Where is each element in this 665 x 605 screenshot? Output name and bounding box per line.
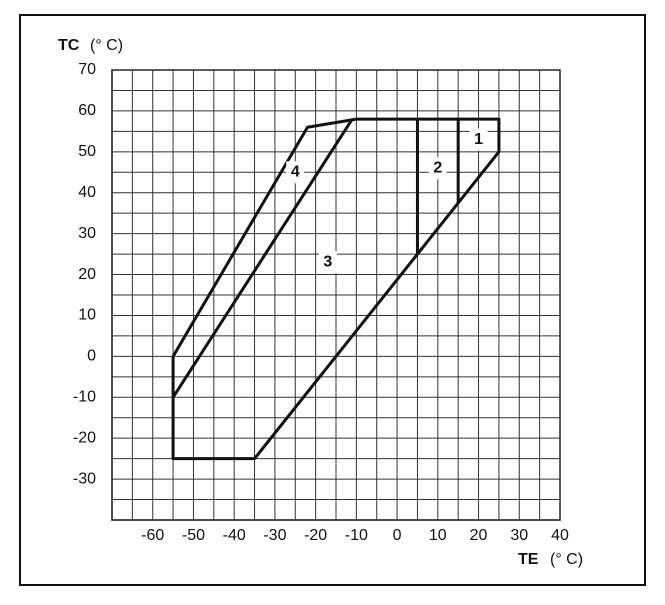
y-tick-label: 70 (78, 61, 96, 78)
x-tick-label: -10 (345, 527, 368, 544)
y-tick-label: 30 (78, 225, 96, 242)
y-tick-label: 10 (78, 307, 96, 324)
region-label: 3 (323, 253, 332, 270)
x-tick-label: 10 (429, 527, 447, 544)
x-axis-label: TE (518, 551, 539, 568)
x-tick-label: -60 (141, 527, 164, 544)
region-label-bg (469, 128, 488, 151)
region-label-bg (428, 157, 447, 180)
region-label-bg (286, 161, 305, 184)
y-tick-label: -10 (73, 388, 96, 405)
x-axis-unit: (° C) (550, 551, 583, 568)
y-axis-label: TC (58, 37, 80, 54)
y-tick-label: 50 (78, 143, 96, 160)
y-tick-label: 60 (78, 102, 96, 119)
y-tick-label: -30 (73, 470, 96, 487)
frame (19, 14, 646, 586)
x-tick-label: 40 (551, 527, 569, 544)
region-label: 4 (291, 163, 300, 180)
region-label: 2 (433, 159, 442, 176)
y-tick-label: -20 (73, 429, 96, 446)
region-label-bg (318, 251, 337, 274)
x-tick-label: 0 (393, 527, 402, 544)
x-tick-label: -40 (223, 527, 246, 544)
x-tick-label: 30 (510, 527, 528, 544)
x-tick-label: -30 (263, 527, 286, 544)
x-tick-label: -50 (182, 527, 205, 544)
y-tick-label: 0 (87, 348, 96, 365)
y-tick-label: 20 (78, 266, 96, 283)
x-tick-label: -20 (304, 527, 327, 544)
y-tick-label: 40 (78, 184, 96, 201)
y-axis-unit: (° C) (90, 37, 123, 54)
x-tick-label: 20 (470, 527, 488, 544)
envelope-boundary (171, 118, 354, 399)
envelope-boundary (171, 117, 501, 461)
region-label: 1 (474, 131, 483, 148)
